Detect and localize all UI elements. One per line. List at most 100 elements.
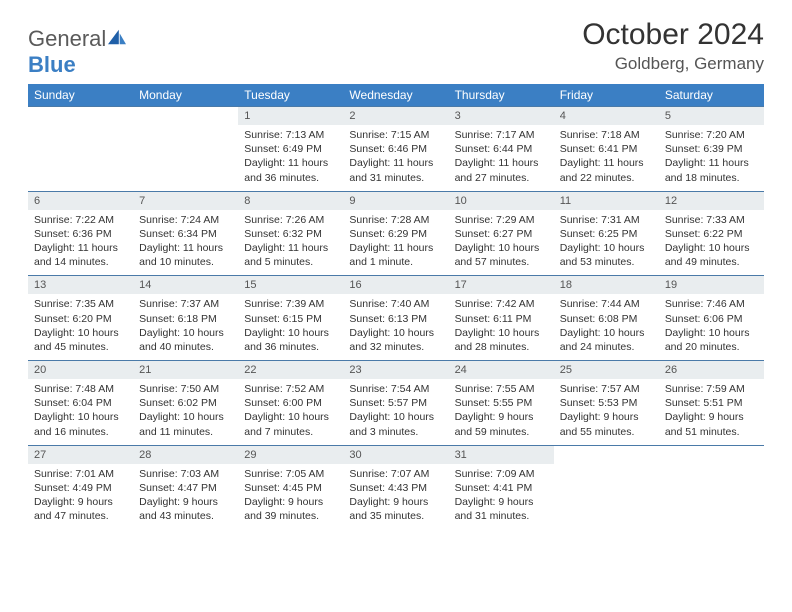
day-body <box>659 464 764 522</box>
daylight-line: Daylight: 11 hours and 5 minutes. <box>244 241 337 269</box>
day-number: 14 <box>133 276 238 294</box>
sunrise-line: Sunrise: 7:03 AM <box>139 467 232 481</box>
day-body: Sunrise: 7:05 AMSunset: 4:45 PMDaylight:… <box>238 464 343 530</box>
day-body: Sunrise: 7:59 AMSunset: 5:51 PMDaylight:… <box>659 379 764 445</box>
sunset-line: Sunset: 6:22 PM <box>665 227 758 241</box>
day-body: Sunrise: 7:57 AMSunset: 5:53 PMDaylight:… <box>554 379 659 445</box>
sunrise-line: Sunrise: 7:31 AM <box>560 213 653 227</box>
day-body: Sunrise: 7:46 AMSunset: 6:06 PMDaylight:… <box>659 294 764 360</box>
day-body: Sunrise: 7:13 AMSunset: 6:49 PMDaylight:… <box>238 125 343 191</box>
day-number: 18 <box>554 276 659 294</box>
day-cell: 16Sunrise: 7:40 AMSunset: 6:13 PMDayligh… <box>343 276 448 361</box>
sunrise-line: Sunrise: 7:05 AM <box>244 467 337 481</box>
day-cell: 13Sunrise: 7:35 AMSunset: 6:20 PMDayligh… <box>28 276 133 361</box>
day-number: 4 <box>554 107 659 125</box>
daylight-line: Daylight: 10 hours and 32 minutes. <box>349 326 442 354</box>
sunrise-line: Sunrise: 7:50 AM <box>139 382 232 396</box>
sunrise-line: Sunrise: 7:37 AM <box>139 297 232 311</box>
day-number: 21 <box>133 361 238 379</box>
sunset-line: Sunset: 6:18 PM <box>139 312 232 326</box>
day-number: 28 <box>133 446 238 464</box>
daylight-line: Daylight: 10 hours and 53 minutes. <box>560 241 653 269</box>
calendar-head: SundayMondayTuesdayWednesdayThursdayFrid… <box>28 84 764 107</box>
day-cell: 12Sunrise: 7:33 AMSunset: 6:22 PMDayligh… <box>659 191 764 276</box>
daylight-line: Daylight: 10 hours and 16 minutes. <box>34 410 127 438</box>
month-title: October 2024 <box>582 18 764 52</box>
day-number: 11 <box>554 192 659 210</box>
sunset-line: Sunset: 6:11 PM <box>455 312 548 326</box>
day-number: 9 <box>343 192 448 210</box>
daylight-line: Daylight: 10 hours and 36 minutes. <box>244 326 337 354</box>
day-cell: 24Sunrise: 7:55 AMSunset: 5:55 PMDayligh… <box>449 361 554 446</box>
daylight-line: Daylight: 11 hours and 1 minute. <box>349 241 442 269</box>
day-cell: 25Sunrise: 7:57 AMSunset: 5:53 PMDayligh… <box>554 361 659 446</box>
empty-cell <box>554 445 659 529</box>
day-cell: 26Sunrise: 7:59 AMSunset: 5:51 PMDayligh… <box>659 361 764 446</box>
sunset-line: Sunset: 5:51 PM <box>665 396 758 410</box>
daylight-line: Daylight: 11 hours and 27 minutes. <box>455 156 548 184</box>
week-row: 1Sunrise: 7:13 AMSunset: 6:49 PMDaylight… <box>28 107 764 192</box>
day-body: Sunrise: 7:40 AMSunset: 6:13 PMDaylight:… <box>343 294 448 360</box>
day-body: Sunrise: 7:50 AMSunset: 6:02 PMDaylight:… <box>133 379 238 445</box>
sunset-line: Sunset: 6:27 PM <box>455 227 548 241</box>
week-row: 13Sunrise: 7:35 AMSunset: 6:20 PMDayligh… <box>28 276 764 361</box>
sunrise-line: Sunrise: 7:01 AM <box>34 467 127 481</box>
title-block: October 2024 Goldberg, Germany <box>582 18 764 74</box>
daylight-line: Daylight: 10 hours and 49 minutes. <box>665 241 758 269</box>
sunrise-line: Sunrise: 7:09 AM <box>455 467 548 481</box>
day-header-row: SundayMondayTuesdayWednesdayThursdayFrid… <box>28 84 764 107</box>
day-body: Sunrise: 7:39 AMSunset: 6:15 PMDaylight:… <box>238 294 343 360</box>
daylight-line: Daylight: 9 hours and 39 minutes. <box>244 495 337 523</box>
day-number: 2 <box>343 107 448 125</box>
logo-sail-icon <box>106 28 128 46</box>
day-header: Wednesday <box>343 84 448 107</box>
sunset-line: Sunset: 6:29 PM <box>349 227 442 241</box>
calendar: SundayMondayTuesdayWednesdayThursdayFrid… <box>28 84 764 529</box>
sunrise-line: Sunrise: 7:46 AM <box>665 297 758 311</box>
daylight-line: Daylight: 10 hours and 3 minutes. <box>349 410 442 438</box>
day-body: Sunrise: 7:28 AMSunset: 6:29 PMDaylight:… <box>343 210 448 276</box>
day-number: 16 <box>343 276 448 294</box>
day-number: 3 <box>449 107 554 125</box>
sunset-line: Sunset: 4:41 PM <box>455 481 548 495</box>
day-cell: 2Sunrise: 7:15 AMSunset: 6:46 PMDaylight… <box>343 107 448 192</box>
day-body: Sunrise: 7:03 AMSunset: 4:47 PMDaylight:… <box>133 464 238 530</box>
day-number <box>659 446 764 464</box>
sunset-line: Sunset: 5:55 PM <box>455 396 548 410</box>
empty-cell <box>659 445 764 529</box>
day-cell: 27Sunrise: 7:01 AMSunset: 4:49 PMDayligh… <box>28 445 133 529</box>
sunset-line: Sunset: 6:39 PM <box>665 142 758 156</box>
day-body: Sunrise: 7:55 AMSunset: 5:55 PMDaylight:… <box>449 379 554 445</box>
sunrise-line: Sunrise: 7:26 AM <box>244 213 337 227</box>
day-body: Sunrise: 7:31 AMSunset: 6:25 PMDaylight:… <box>554 210 659 276</box>
day-body: Sunrise: 7:18 AMSunset: 6:41 PMDaylight:… <box>554 125 659 191</box>
sunset-line: Sunset: 5:53 PM <box>560 396 653 410</box>
week-row: 20Sunrise: 7:48 AMSunset: 6:04 PMDayligh… <box>28 361 764 446</box>
day-cell: 17Sunrise: 7:42 AMSunset: 6:11 PMDayligh… <box>449 276 554 361</box>
sunset-line: Sunset: 6:06 PM <box>665 312 758 326</box>
day-body: Sunrise: 7:24 AMSunset: 6:34 PMDaylight:… <box>133 210 238 276</box>
daylight-line: Daylight: 10 hours and 40 minutes. <box>139 326 232 354</box>
sunrise-line: Sunrise: 7:15 AM <box>349 128 442 142</box>
sunrise-line: Sunrise: 7:28 AM <box>349 213 442 227</box>
day-cell: 30Sunrise: 7:07 AMSunset: 4:43 PMDayligh… <box>343 445 448 529</box>
day-body <box>133 125 238 183</box>
daylight-line: Daylight: 10 hours and 20 minutes. <box>665 326 758 354</box>
day-number: 10 <box>449 192 554 210</box>
day-body: Sunrise: 7:33 AMSunset: 6:22 PMDaylight:… <box>659 210 764 276</box>
day-body <box>554 464 659 522</box>
sunset-line: Sunset: 6:00 PM <box>244 396 337 410</box>
day-number: 31 <box>449 446 554 464</box>
day-number: 27 <box>28 446 133 464</box>
sunset-line: Sunset: 6:20 PM <box>34 312 127 326</box>
day-body: Sunrise: 7:35 AMSunset: 6:20 PMDaylight:… <box>28 294 133 360</box>
sunset-line: Sunset: 6:49 PM <box>244 142 337 156</box>
sunset-line: Sunset: 6:46 PM <box>349 142 442 156</box>
day-number: 7 <box>133 192 238 210</box>
day-number: 25 <box>554 361 659 379</box>
sunrise-line: Sunrise: 7:22 AM <box>34 213 127 227</box>
day-body: Sunrise: 7:01 AMSunset: 4:49 PMDaylight:… <box>28 464 133 530</box>
day-body: Sunrise: 7:54 AMSunset: 5:57 PMDaylight:… <box>343 379 448 445</box>
day-number: 20 <box>28 361 133 379</box>
day-cell: 15Sunrise: 7:39 AMSunset: 6:15 PMDayligh… <box>238 276 343 361</box>
